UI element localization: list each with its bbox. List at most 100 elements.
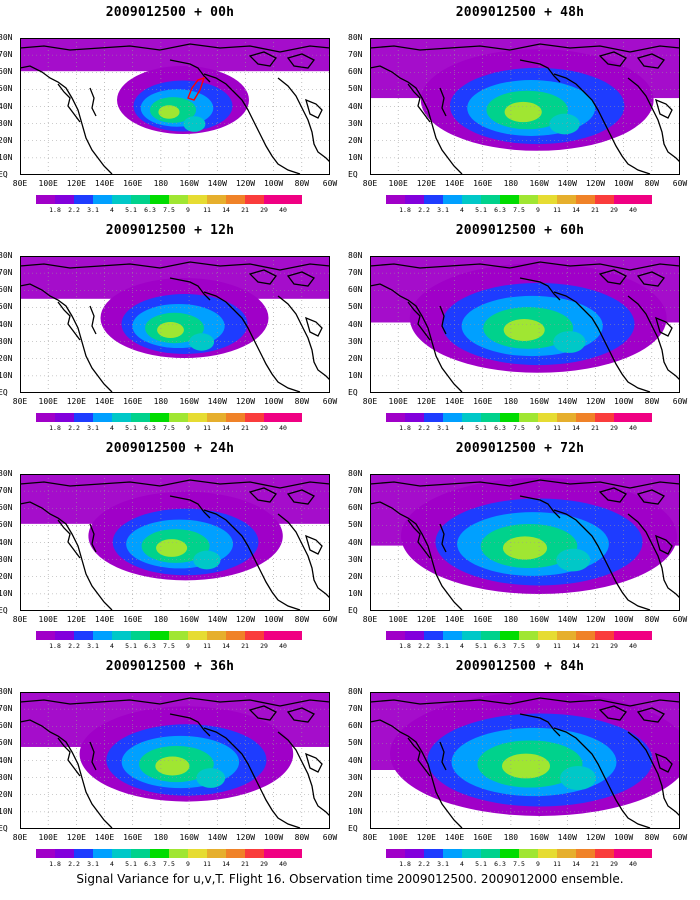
coastline bbox=[519, 59, 561, 83]
latitude-label: 20N bbox=[0, 789, 13, 799]
coastline bbox=[57, 301, 81, 341]
latitude-label: EQ bbox=[348, 170, 358, 179]
latitude-label: 60N bbox=[348, 285, 363, 295]
latitude-label: 30N bbox=[0, 772, 13, 782]
latitude-label: 20N bbox=[0, 135, 13, 145]
colorbar-swatch bbox=[462, 849, 481, 858]
coastline bbox=[439, 305, 447, 335]
latitude-label: 20N bbox=[348, 135, 363, 145]
latitude-label: 70N bbox=[348, 486, 363, 496]
colorbar-swatch bbox=[614, 195, 633, 204]
colorbar-swatch bbox=[283, 195, 302, 204]
map-area: 80N 70N 60N 50N 40N 30N 20N 10N EQ 80E 100E 120E 140… bbox=[348, 252, 687, 406]
colorbar-swatch bbox=[519, 195, 538, 204]
colorbar-label: 5.1 bbox=[125, 642, 137, 650]
colorbar-swatch bbox=[405, 195, 424, 204]
colorbar-swatch bbox=[226, 849, 245, 858]
colorbar-label: 1.8 bbox=[49, 206, 61, 214]
variance-field bbox=[158, 105, 180, 119]
latitude-label: 80N bbox=[0, 469, 13, 478]
latitude-label: 80N bbox=[348, 687, 363, 696]
longitude-label: 180 bbox=[503, 833, 519, 842]
variance-field bbox=[504, 101, 542, 123]
colorbar-swatch bbox=[55, 195, 74, 204]
latitude-label: 70N bbox=[0, 268, 13, 278]
colorbar-swatch bbox=[443, 849, 462, 858]
longitude-label: 120W bbox=[235, 615, 256, 624]
longitude-label: 100W bbox=[263, 179, 284, 188]
colorbar-label: 11 bbox=[203, 206, 211, 214]
latitude-label: 10N bbox=[0, 152, 13, 162]
longitude-label: 140W bbox=[207, 397, 227, 406]
colorbar-label: 40 bbox=[279, 206, 287, 214]
colorbar-label: 2.2 bbox=[418, 642, 430, 650]
flight-track bbox=[187, 76, 206, 101]
longitude-label: 160W bbox=[529, 397, 549, 406]
longitude-label: 120W bbox=[585, 179, 606, 188]
longitude-label: 140E bbox=[94, 179, 115, 188]
colorbar-label: 7.5 bbox=[513, 642, 525, 650]
longitude-label: 60W bbox=[322, 833, 338, 842]
map-area: 80N 70N 60N 50N 40N 30N 20N 10N EQ 80E 100E 120E 140… bbox=[0, 688, 337, 842]
longitude-label: 140E bbox=[444, 615, 465, 624]
variance-field bbox=[553, 331, 586, 353]
colorbar-swatch bbox=[131, 413, 150, 422]
colorbar-swatch bbox=[207, 413, 226, 422]
colorbar-label: 4 bbox=[460, 642, 464, 650]
colorbar-swatch bbox=[245, 849, 264, 858]
coastline bbox=[20, 479, 330, 489]
longitude-label: 100W bbox=[613, 397, 634, 406]
colorbar-swatch bbox=[93, 413, 112, 422]
variance-field bbox=[157, 322, 184, 338]
latitude-label: EQ bbox=[0, 170, 8, 179]
variance-map bbox=[370, 474, 680, 611]
colorbar-swatch bbox=[264, 195, 283, 204]
coastline bbox=[305, 98, 323, 119]
latitude-label: 10N bbox=[0, 370, 13, 380]
colorbar-swatch bbox=[36, 413, 55, 422]
coastline bbox=[598, 705, 627, 721]
latitude-label: 40N bbox=[0, 755, 13, 765]
latitude-label: 10N bbox=[348, 588, 363, 598]
longitude-label: 100W bbox=[613, 179, 634, 188]
coastline bbox=[305, 534, 323, 555]
longitude-label: 100W bbox=[613, 833, 634, 842]
colorbar-label: 5.1 bbox=[475, 860, 487, 868]
colorbar-label: 4 bbox=[460, 860, 464, 868]
colorbar-swatch bbox=[245, 631, 264, 640]
longitude-label: 160E bbox=[473, 833, 493, 842]
map-area: 80N 70N 60N 50N 40N 30N 20N 10N EQ 80E 100E 120E 140… bbox=[0, 252, 337, 406]
colorbar-label: 40 bbox=[279, 860, 287, 868]
colorbar-swatch bbox=[481, 195, 500, 204]
longitude-label: 100E bbox=[38, 179, 58, 188]
colorbar-label: 40 bbox=[629, 860, 637, 868]
coastline bbox=[407, 301, 431, 341]
colorbar-swatch bbox=[74, 413, 93, 422]
longitude-label: 140E bbox=[444, 833, 465, 842]
latitude-label: 70N bbox=[0, 486, 13, 496]
coastline bbox=[248, 487, 277, 503]
coastline bbox=[439, 523, 447, 553]
coastline bbox=[20, 43, 330, 53]
longitude-label: 160E bbox=[473, 615, 493, 624]
longitude-label: 80W bbox=[294, 397, 310, 406]
colorbar-label: 7.5 bbox=[513, 424, 525, 432]
longitude-label: 120W bbox=[585, 397, 606, 406]
colorbar-swatch bbox=[595, 195, 614, 204]
longitude-label: 160W bbox=[179, 397, 199, 406]
colorbar-swatch bbox=[481, 849, 500, 858]
longitude-label: 180 bbox=[153, 179, 169, 188]
colorbar-swatch bbox=[595, 849, 614, 858]
colorbar-label: 14 bbox=[222, 860, 230, 868]
longitude-label: 160W bbox=[529, 179, 549, 188]
longitude-label: 140W bbox=[557, 179, 577, 188]
latitude-label: 60N bbox=[0, 721, 13, 731]
longitude-label: 180 bbox=[503, 615, 519, 624]
variance-field bbox=[503, 319, 545, 341]
colorbar-label: 11 bbox=[203, 860, 211, 868]
longitude-label: 100W bbox=[613, 615, 634, 624]
coastline bbox=[370, 43, 680, 53]
colorbar-swatch bbox=[188, 849, 207, 858]
latitude-label: 20N bbox=[348, 353, 363, 363]
colorbar-swatch bbox=[576, 413, 595, 422]
